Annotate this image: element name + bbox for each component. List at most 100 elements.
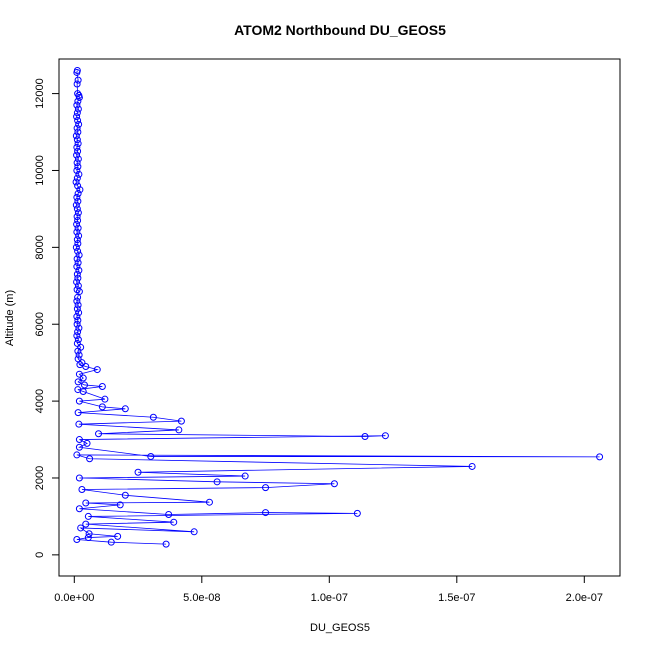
data-point <box>82 520 90 528</box>
x-tick-label: 0.0e+00 <box>54 592 94 604</box>
data-point <box>596 453 604 461</box>
data-point <box>75 251 83 259</box>
data-point <box>75 309 83 317</box>
data-point <box>74 316 82 324</box>
data-point <box>79 387 87 395</box>
data-point <box>134 468 142 476</box>
data-point <box>213 478 221 486</box>
data-point <box>75 397 83 405</box>
x-tick-label: 1.0e-07 <box>311 592 348 604</box>
data-point <box>74 163 82 171</box>
data-point <box>73 228 81 236</box>
data-point <box>78 486 86 494</box>
data-point <box>73 136 81 144</box>
data-point <box>121 491 129 499</box>
data-point <box>72 178 80 186</box>
data-point <box>262 484 270 492</box>
data-point <box>98 403 106 411</box>
data-series <box>72 67 604 548</box>
x-tick-label: 1.5e-07 <box>438 592 475 604</box>
data-point <box>93 366 101 374</box>
data-point <box>361 432 369 440</box>
data-point <box>74 409 82 417</box>
data-point <box>75 324 83 332</box>
data-point <box>74 155 82 163</box>
data-point <box>73 143 81 151</box>
data-point <box>74 301 82 309</box>
data-point <box>74 190 82 198</box>
data-point <box>74 247 82 255</box>
data-point <box>74 293 82 301</box>
data-point <box>74 117 82 124</box>
x-axis: 0.0e+00 5.0e-08 1.0e-07 1.5e-07 2.0e-07 <box>54 575 603 604</box>
x-tick-label: 2.0e-07 <box>566 592 603 604</box>
data-point <box>74 328 82 336</box>
data-point <box>73 313 81 321</box>
y-tick-label: 8000 <box>34 235 46 259</box>
data-point <box>101 395 109 403</box>
data-point <box>75 93 83 101</box>
data-point <box>77 524 85 532</box>
data-point <box>74 147 82 155</box>
data-point <box>82 363 90 371</box>
data-point <box>74 209 82 217</box>
y-tick-label: 6000 <box>34 312 46 336</box>
data-point <box>75 351 83 359</box>
data-point <box>72 201 80 209</box>
data-point <box>73 451 81 459</box>
data-point <box>74 105 82 113</box>
plot-area-frame <box>58 58 621 577</box>
data-point <box>75 443 83 451</box>
data-point <box>73 174 81 182</box>
data-point <box>74 197 82 205</box>
data-point <box>74 259 82 267</box>
data-point <box>83 439 91 447</box>
data-point <box>98 383 106 390</box>
data-point <box>121 405 129 413</box>
series-line <box>75 70 600 545</box>
data-point <box>74 347 82 355</box>
data-point <box>205 498 213 506</box>
data-point <box>468 462 476 470</box>
y-tick-label: 2000 <box>34 466 46 490</box>
data-point <box>73 213 81 221</box>
data-point <box>73 113 81 121</box>
data-point <box>74 336 82 344</box>
data-point <box>74 97 82 105</box>
y-tick-label: 4000 <box>34 389 46 413</box>
chart-title: ATOM2 Northbound DU_GEOS5 <box>234 22 446 38</box>
data-point <box>75 266 83 274</box>
data-point <box>73 151 81 159</box>
data-point <box>73 159 81 167</box>
data-point <box>74 140 82 148</box>
data-point <box>74 240 82 248</box>
data-point <box>84 534 92 542</box>
data-point <box>73 535 81 543</box>
data-point <box>73 166 81 174</box>
data-point <box>73 305 81 313</box>
data-point <box>73 101 81 109</box>
data-point <box>262 509 270 517</box>
data-point <box>95 430 103 438</box>
data-point <box>73 220 81 228</box>
data-point <box>73 109 81 117</box>
data-point <box>73 236 81 244</box>
data-point <box>82 499 90 507</box>
data-point <box>78 359 86 367</box>
data-point <box>241 472 249 480</box>
data-point <box>73 193 81 201</box>
data-point <box>75 232 83 240</box>
data-point <box>74 76 82 84</box>
data-point <box>75 420 83 428</box>
data-point <box>73 278 81 286</box>
data-point <box>147 452 155 460</box>
data-point <box>75 120 83 128</box>
data-point <box>73 263 81 271</box>
data-point <box>72 132 80 140</box>
data-point <box>114 532 122 540</box>
y-tick-label: 10000 <box>34 155 46 186</box>
data-point <box>74 274 82 282</box>
data-point <box>330 480 338 488</box>
data-point <box>175 426 183 434</box>
x-axis-label: DU_GEOS5 <box>310 622 370 634</box>
